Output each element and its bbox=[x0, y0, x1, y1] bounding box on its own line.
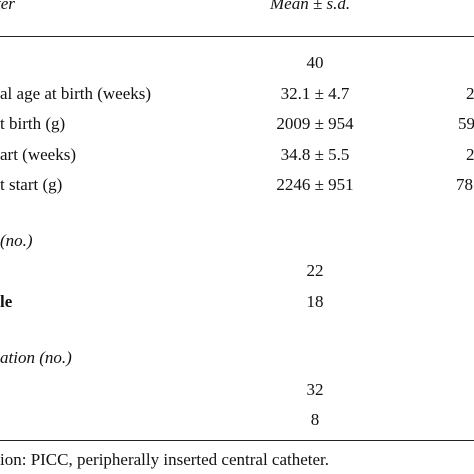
section-1-title: (no.) bbox=[0, 231, 33, 250]
section-2-row-1-value: 8 bbox=[310, 410, 320, 429]
row-4-extra: 78 bbox=[456, 175, 473, 194]
row-1-extra: 2 bbox=[466, 84, 474, 103]
section-1-row-1-value: 18 bbox=[306, 292, 324, 311]
header-mean-sd: Mean ± s.d. bbox=[270, 0, 351, 13]
row-2-label: t birth (g) bbox=[0, 114, 66, 133]
row-1-mean: 32.1 ± 4.7 bbox=[280, 84, 350, 103]
header-rule bbox=[0, 36, 474, 37]
section-2-row-0-value: 32 bbox=[306, 380, 324, 399]
row-2-extra: 59 bbox=[458, 114, 474, 133]
row-2-mean: 2009 ± 954 bbox=[276, 114, 354, 133]
section-1-row-0-value: 22 bbox=[306, 261, 324, 280]
section-1-row-1-label: le bbox=[0, 292, 13, 311]
section-2-title: ation (no.) bbox=[0, 348, 72, 367]
footnote: ion: PICC, peripherally inserted central… bbox=[0, 450, 330, 469]
row-1-label: al age at birth (weeks) bbox=[0, 84, 152, 103]
row-3-extra: 2 bbox=[466, 145, 474, 164]
row-3-label: art (weeks) bbox=[0, 145, 76, 164]
row-4-mean: 2246 ± 951 bbox=[276, 175, 354, 194]
row-0-mean: 40 bbox=[306, 53, 324, 72]
bottom-rule bbox=[0, 440, 474, 441]
row-4-label: t start (g) bbox=[0, 175, 63, 194]
row-3-mean: 34.8 ± 5.5 bbox=[280, 145, 350, 164]
header-parameter: ter bbox=[0, 0, 15, 13]
